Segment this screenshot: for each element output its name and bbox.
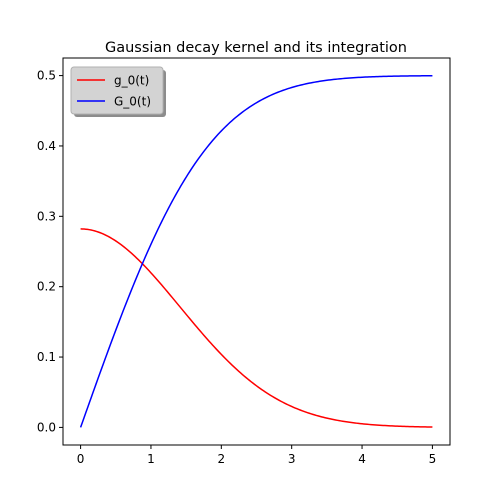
y-tick-label: 0.2 [37,280,56,294]
legend-label: g_0(t) [114,74,149,88]
x-tick-label: 0 [77,452,85,466]
x-tick-label: 4 [358,452,366,466]
plot-frame [62,57,451,446]
chart-title: Gaussian decay kernel and its integratio… [105,40,407,56]
series-line-0 [80,228,433,428]
x-tick-label: 1 [147,452,155,466]
y-tick-label: 0.3 [37,209,56,223]
x-tick-label: 3 [288,452,296,466]
y-tick-label: 0.4 [37,139,56,153]
series-line-1 [79,74,433,428]
legend-box [70,66,164,115]
x-tick-label: 5 [429,452,437,466]
y-tick-label: 0.0 [37,420,56,434]
y-tick-label: 0.5 [37,69,56,83]
legend-label: G_0(t) [114,95,151,109]
y-tick-label: 0.1 [37,350,56,364]
plot-area: 0 1 2 3 4 5 0.0 0.1 0.2 0.3 0.4 0.5 g_0(t) G_0(t) [37,57,451,466]
x-tick-label: 2 [217,452,225,466]
